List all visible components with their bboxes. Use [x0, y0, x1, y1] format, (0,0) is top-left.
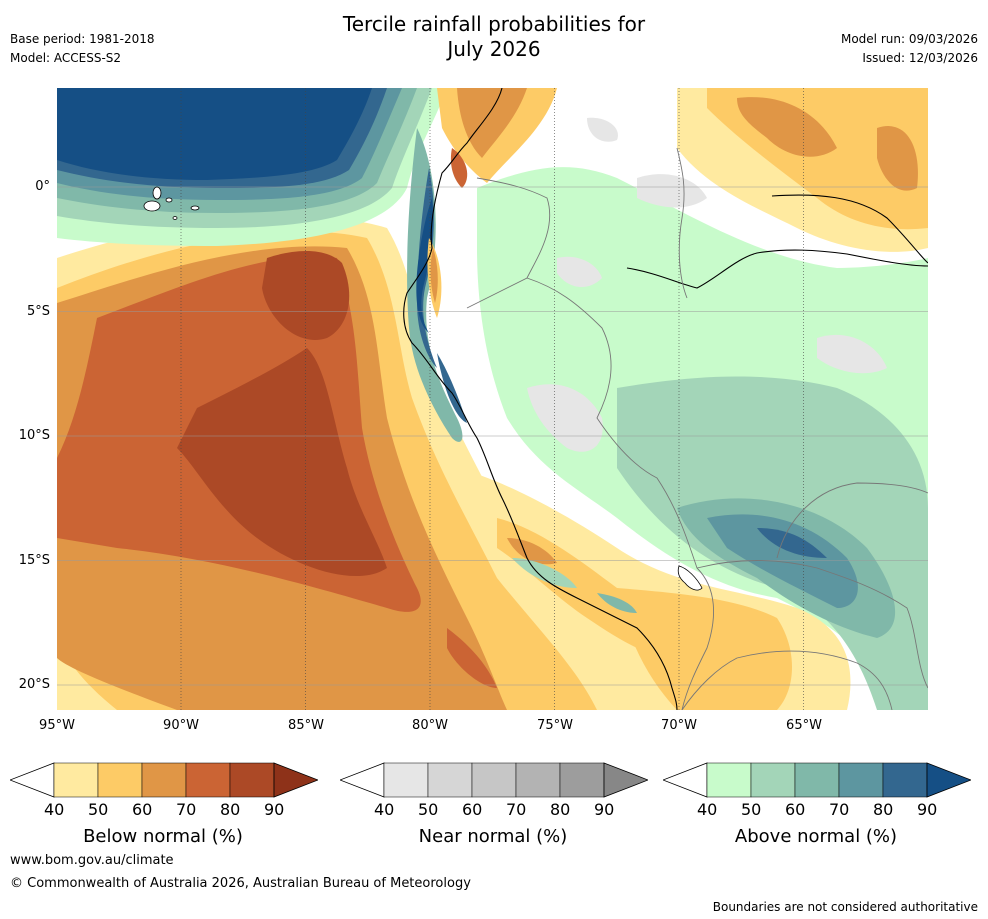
colorbar-segment-60-70 — [141, 762, 187, 798]
above-normal-small-coastal-patches — [512, 558, 637, 613]
lat-label-10s: 10°S — [18, 428, 50, 443]
colorbar-near-title: Near normal (%) — [418, 826, 568, 847]
colorbar-segment-40-50 — [706, 762, 752, 798]
colorbar-segment-above-90 — [926, 762, 971, 798]
colorbar-tick-label: 80 — [873, 800, 894, 819]
below-normal-north-andes — [427, 88, 557, 318]
colorbar-segment-below-40 — [663, 762, 708, 798]
title-line-1: Tercile rainfall probabilities for — [342, 12, 646, 36]
lat-label-20s: 20°S — [18, 677, 50, 692]
below-normal-ocean-region — [57, 215, 637, 710]
base-period: Base period: 1981-2018 — [10, 32, 155, 46]
lat-label-5s: 5°S — [26, 304, 50, 319]
colorbar-segment-70-80 — [515, 762, 561, 798]
colorbar-segment-60-70 — [794, 762, 840, 798]
colorbar-segment-80-90 — [559, 762, 605, 798]
colorbar-segment-60-70 — [471, 762, 517, 798]
colorbar-segment-70-80 — [838, 762, 884, 798]
colorbar-segment-above-90 — [603, 762, 648, 798]
colorbar-segment-80-90 — [229, 762, 275, 798]
above-normal-amazon-region — [477, 167, 928, 710]
colorbar-segment-below-40 — [10, 762, 55, 798]
country-borders — [466, 147, 928, 710]
colorbar-segment-50-60 — [750, 762, 796, 798]
lat-label-15s: 15°S — [18, 553, 50, 568]
lon-label-90w: 90°W — [163, 718, 199, 733]
colorbar-near-ticks: 40 50 60 70 80 90 — [0, 800, 988, 822]
lon-label-70w: 70°W — [661, 718, 697, 733]
colorbar-segment-80-90 — [882, 762, 928, 798]
colorbar-above-normal — [663, 762, 971, 798]
lat-label-0: 0° — [35, 179, 50, 194]
colorbar-tick-label: 60 — [462, 800, 483, 819]
colorbar-tick-label: 60 — [785, 800, 806, 819]
north-coastline — [626, 249, 928, 289]
colorbar-tick-label: 50 — [741, 800, 762, 819]
colorbar-segment-70-80 — [185, 762, 231, 798]
model-run: Model run: 09/03/2026 — [840, 32, 978, 46]
colorbar-tick-label: 70 — [829, 800, 850, 819]
colorbar-below-normal — [10, 762, 318, 798]
copyright-notice: © Commonwealth of Australia 2026, Austra… — [10, 876, 471, 891]
colorbar-tick-label: 70 — [176, 800, 197, 819]
colorbar-tick-label: 90 — [594, 800, 615, 819]
colorbar-segment-40-50 — [53, 762, 99, 798]
issued-date: Issued: 12/03/2026 — [862, 51, 978, 65]
lon-label-80w: 80°W — [412, 718, 448, 733]
colorbar-tick-label: 40 — [697, 800, 718, 819]
above-normal-northwest-region — [57, 88, 447, 246]
colorbar-tick-label: 50 — [418, 800, 439, 819]
colorbar-tick-label: 60 — [132, 800, 153, 819]
rainfall-probability-map — [57, 88, 928, 710]
model-name: Model: ACCESS-S2 — [10, 51, 122, 65]
lon-label-85w: 85°W — [288, 718, 324, 733]
colorbar-tick-label: 40 — [374, 800, 395, 819]
northeast-coastline — [771, 194, 928, 264]
colorbar-segment-above-90 — [273, 762, 318, 798]
colorbar-segment-50-60 — [427, 762, 473, 798]
colorbar-segment-40-50 — [383, 762, 429, 798]
lon-label-95w: 95°W — [39, 718, 75, 733]
colorbar-segment-below-40 — [340, 762, 385, 798]
galapagos-islands — [143, 186, 200, 220]
lon-label-75w: 75°W — [537, 718, 573, 733]
boundaries-disclaimer: Boundaries are not considered authoritat… — [712, 900, 978, 914]
lake-titicaca — [677, 565, 703, 591]
below-normal-northeast-region — [677, 88, 928, 252]
title-line-2: July 2026 — [447, 37, 541, 61]
colorbar-tick-label: 40 — [44, 800, 65, 819]
website-link[interactable]: www.bom.gov.au/climate — [10, 853, 174, 868]
map-title: Tercile rainfall probabilities for July … — [0, 12, 988, 62]
colorbar-tick-label: 80 — [550, 800, 571, 819]
colorbar-tick-label: 90 — [264, 800, 285, 819]
colorbar-above-title: Above normal (%) — [734, 826, 898, 847]
colorbar-below-title: Below normal (%) — [83, 826, 243, 847]
lon-label-65w: 65°W — [786, 718, 822, 733]
coastline — [403, 88, 678, 710]
colorbar-segment-50-60 — [97, 762, 143, 798]
colorbar-below-ticks: 40 50 60 70 80 90 — [0, 800, 988, 822]
colorbar-near-normal — [340, 762, 648, 798]
colorbar-above-ticks: 40 50 60 70 80 90 — [0, 800, 988, 822]
colorbar-tick-label: 50 — [88, 800, 109, 819]
colorbar-tick-label: 90 — [917, 800, 938, 819]
colorbar-tick-label: 70 — [506, 800, 527, 819]
colorbar-tick-label: 80 — [220, 800, 241, 819]
latitude-lines — [57, 186, 928, 686]
below-normal-south-region — [457, 468, 851, 710]
